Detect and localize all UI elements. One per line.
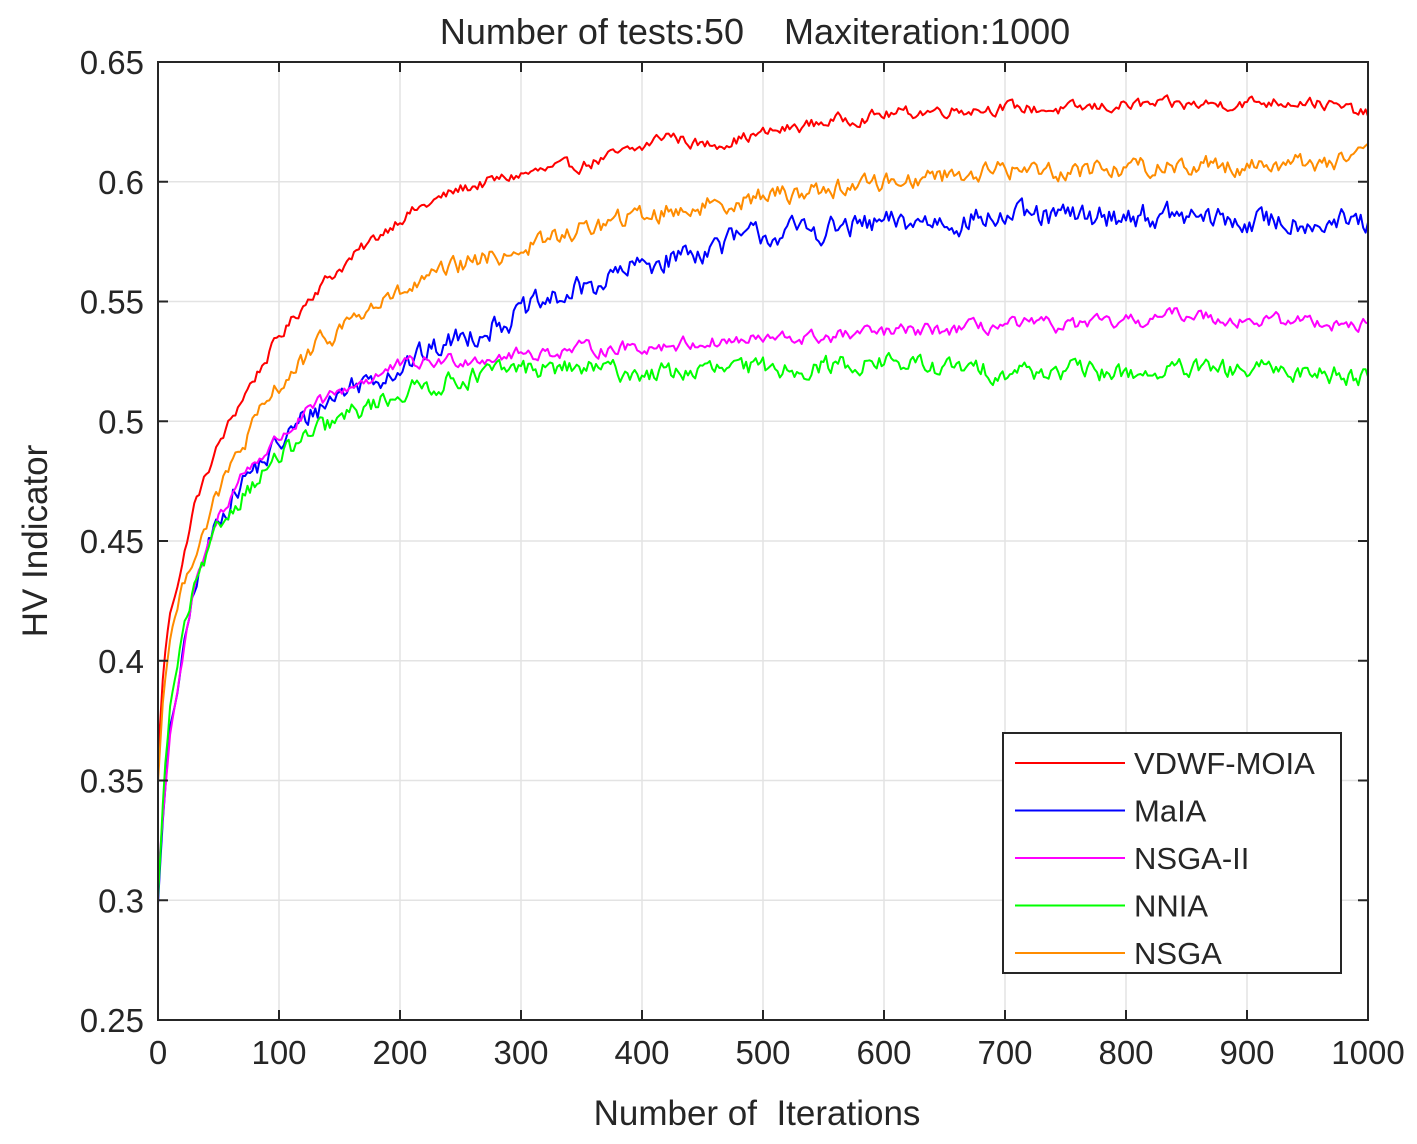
series-line-nsga-ii [157,307,1369,877]
x-tick-label: 100 [251,1034,306,1071]
x-tick-label: 1000 [1331,1034,1404,1071]
series-line-nsga [157,142,1369,783]
y-tick-label: 0.65 [80,44,144,81]
y-axis: 0.25 0.3 0.35 0.4 0.45 0.5 0.55 0.6 0.65 [80,44,1368,1039]
y-tick-label: 0.55 [80,284,144,321]
x-tick-label: 200 [372,1034,427,1071]
x-tick-label: 900 [1219,1034,1274,1071]
series-group [157,94,1369,904]
legend-label: VDWF-MOIA [1134,746,1315,781]
legend-box [1002,732,1342,974]
legend-label: NNIA [1134,889,1208,924]
y-tick-label: 0.4 [98,643,144,680]
x-tick-label: 700 [977,1034,1032,1071]
y-axis-label: HV Indicator [16,444,55,637]
legend-label: MaIA [1134,794,1207,829]
x-tick-label: 400 [614,1034,669,1071]
legend-label: NSGA [1134,936,1222,971]
x-tick-label: 0 [149,1034,167,1071]
y-tick-label: 0.35 [80,763,144,800]
x-axis: 0 100 200 300 400 500 600 700 800 900 1000 [149,62,1405,1071]
series-line-nnia [157,351,1369,898]
chart-title: Number of tests:50 Maxiteration:1000 [440,11,1070,52]
series-line-maia [157,197,1369,904]
x-tick-label: 300 [493,1034,548,1071]
x-tick-label: 500 [735,1034,790,1071]
y-tick-label: 0.3 [98,882,144,919]
y-tick-label: 0.5 [98,403,144,440]
x-tick-label: 800 [1098,1034,1153,1071]
legend-label: NSGA-II [1134,841,1249,876]
legend: VDWF-MOIA MaIA NSGA-II NNIA NSGA [1002,732,1342,974]
series-line-vdwf-moia [157,94,1369,756]
x-tick-label: 600 [856,1034,911,1071]
y-tick-label: 0.25 [80,1002,144,1039]
y-tick-label: 0.45 [80,523,144,560]
x-axis-label: Number of Iterations [594,1094,921,1133]
y-tick-label: 0.6 [98,164,144,201]
